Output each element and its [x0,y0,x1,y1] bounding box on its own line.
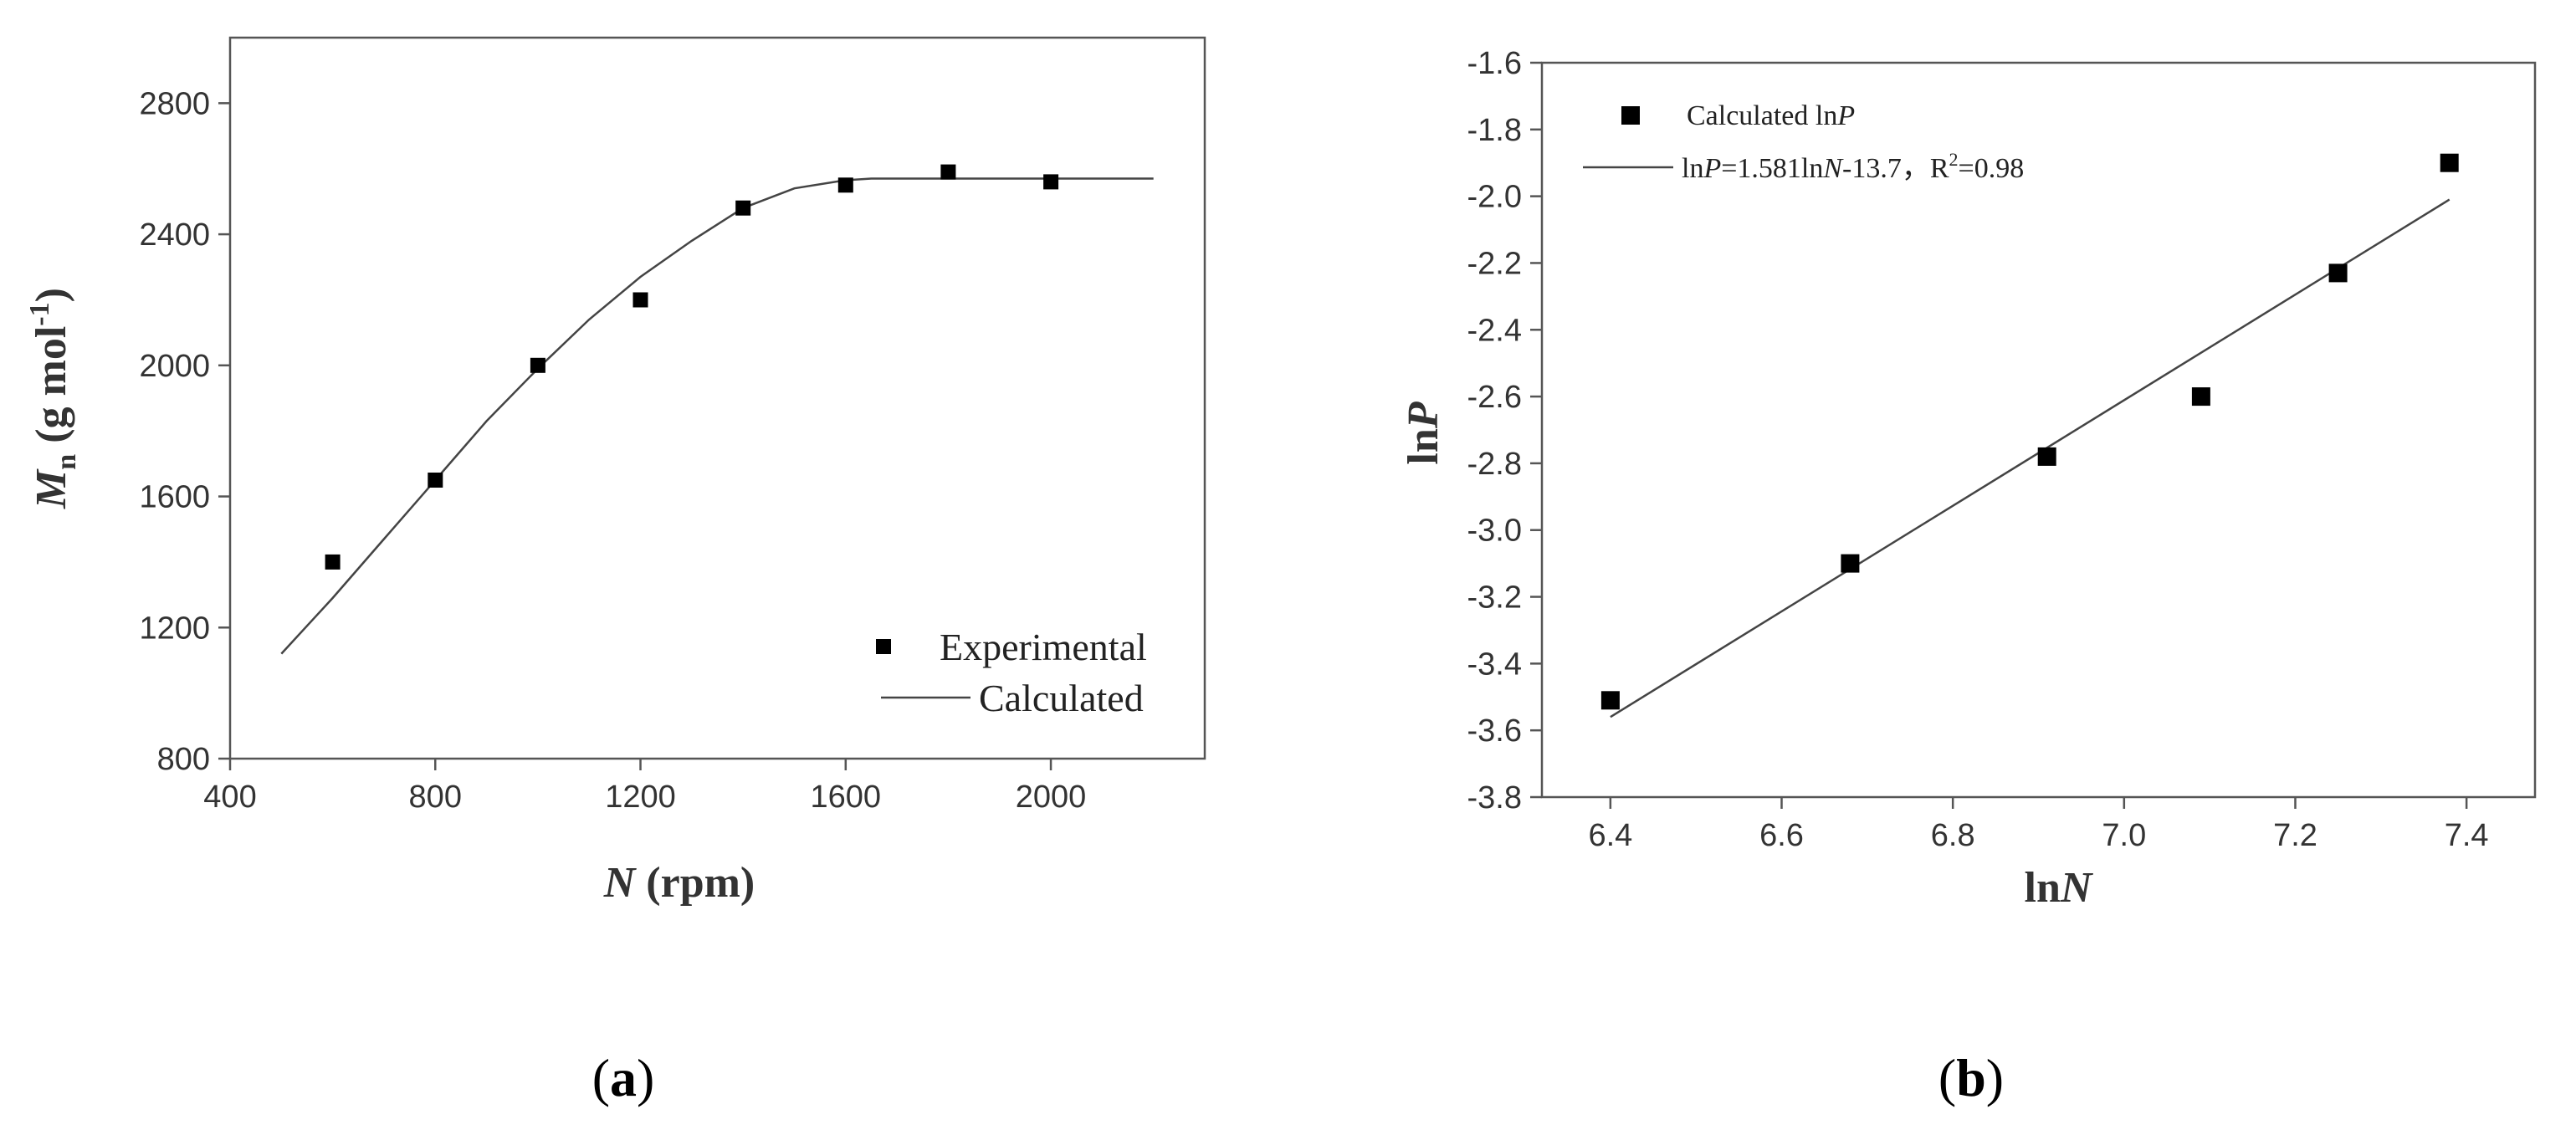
y-tick-label: -3.0 [1467,514,1522,549]
a-data-point [632,292,648,308]
y-tick-label: -3.4 [1467,647,1522,682]
b-data-point [2037,447,2056,466]
panel-a-ylabel-sup: -1 [24,302,55,325]
y-tick-label: -1.6 [1467,46,1522,81]
y-tick-label: 800 [157,742,210,777]
panel-b-y-axis-title: lnP [1400,401,1447,464]
a-data-point [428,473,443,488]
y-tick-label: -2.4 [1467,313,1522,348]
x-tick-label: 6.4 [1588,818,1632,853]
b-data-point [2328,263,2348,283]
a-data-point [837,177,853,193]
panel-b-caption-letter: b [1956,1048,1986,1107]
legend-label-calculated-lnp-p: P [1836,100,1855,131]
panel-a-experimental-series [325,164,1059,570]
legend-fit-ln1: ln [1682,153,1703,184]
panel-a-legend: Experimental Calculated [876,626,1147,719]
panel-a-x-axis-title: N (rpm) [603,859,755,907]
legend-marker-calculated-lnp [1621,106,1640,125]
b-series-line [1610,198,2451,718]
legend-fit-mid: =1.581ln [1721,153,1823,184]
panel-a-plot-frame [228,36,1206,760]
legend-fit-sup: 2 [1949,149,1959,170]
legend-label-calculated: Calculated [979,677,1144,719]
y-tick-label: -3.8 [1467,780,1522,816]
y-tick-label: 1600 [139,480,210,515]
panel-b-x-axis-title: lnN [2025,864,2094,912]
legend-fit-p: P [1703,153,1721,184]
x-tick-label: 7.0 [2102,818,2146,853]
legend-fit-end: =0.98 [1959,153,2025,184]
a-data-point [940,164,956,180]
panel-b-caption: (b) [1938,1048,2004,1107]
a-series-line [280,177,1154,655]
panel-b-fit-series [1610,198,2451,718]
panel-a-calculated-series [280,177,1154,655]
b-data-point [2191,387,2210,406]
legend-label-calculated-lnp-text: Calculated ln [1687,100,1837,131]
legend-fit-n: N [1822,153,1844,184]
x-tick-label: 400 [203,780,256,815]
y-tick-label: -3.2 [1467,580,1522,616]
x-tick-label: 1600 [811,780,882,815]
x-tick-label: 7.4 [2445,818,2489,853]
x-tick-label: 1200 [605,780,676,815]
panel-b-xlabel-n: N [2060,864,2094,912]
panel-a-ylabel-sub: n [51,454,82,470]
b-data-point [2440,153,2459,172]
a-data-point [735,200,751,216]
y-tick-label: -1.8 [1467,113,1522,148]
panel-b-calculated-series [1600,153,2459,710]
x-tick-label: 6.8 [1931,818,1975,853]
x-tick-label: 7.2 [2273,818,2317,853]
a-data-point [530,357,545,373]
panel-a-y-axis-title: Mn (g mol-1) [24,288,82,509]
legend-label-calculated-lnp: Calculated lnP [1687,100,1855,131]
panel-b-legend: Calculated lnP lnP=1.581lnN-13.7，R2=0.98 [1583,100,2024,184]
x-tick-label: 6.6 [1759,818,1804,853]
panel-a-ylabel-close: ) [28,288,75,302]
a-data-point [1043,174,1059,190]
b-data-point [1600,691,1620,710]
y-tick-label: -2.2 [1467,246,1522,281]
y-tick-label: -3.6 [1467,713,1522,749]
panel-a-xlabel-n: N [603,859,638,907]
legend-label-experimental: Experimental [940,626,1147,668]
y-tick-label: 2000 [139,349,210,384]
panel-a-ticks: 400 800 1200 1600 20008001200160020002400280… [139,86,1086,815]
panel-b-plot-frame [1540,61,2537,799]
y-tick-label: 2400 [139,217,210,253]
x-tick-label: 2000 [1016,780,1087,815]
panel-b-xlabel-ln: ln [2025,864,2061,912]
panel-b-ticks: 6.4 6.6 6.8 7.0 7.2 7.4 -1.6 -1.8 -2.0 -2.2 -2.4 -2… [1467,46,2489,853]
a-data-point [325,554,341,570]
legend-marker-experimental [876,639,891,654]
y-tick-label: 2800 [139,86,210,121]
panel-a-ylabel-unit: (g mol [28,326,75,454]
panel-b: 6.4 6.6 6.8 7.0 7.2 7.4 -1.6 -1.8 -2.0 -2.2 -2.4 -2… [1400,46,2537,1107]
panel-a: 400 800 1200 1600 20008001200160020002400280… [24,36,1206,1107]
panel-b-ylabel-p: P [1400,401,1447,429]
x-tick-label: 800 [409,780,462,815]
y-tick-label: -2.8 [1467,447,1522,482]
panel-b-ylabel-ln: ln [1400,428,1447,464]
legend-label-fit: lnP=1.581lnN-13.7，R2=0.98 [1682,149,2024,184]
panel-a-caption: (a) [592,1048,655,1107]
y-tick-label: 1200 [139,611,210,646]
panel-a-ylabel-m: M [28,468,75,509]
y-tick-label: -2.6 [1467,380,1522,415]
y-tick-label: -2.0 [1467,180,1522,215]
panel-a-xlabel-unit: (rpm) [635,859,755,907]
legend-fit-rest: -13.7，R [1842,153,1949,184]
panel-a-caption-letter: a [610,1048,637,1107]
b-data-point [1841,554,1860,573]
